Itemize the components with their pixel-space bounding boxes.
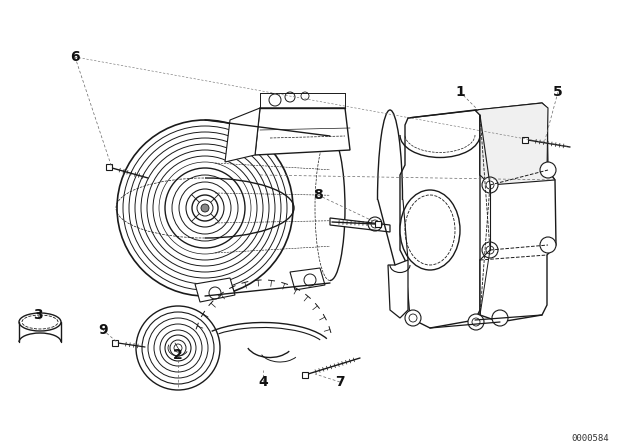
Polygon shape [255,108,350,155]
Text: 7: 7 [335,375,345,389]
Polygon shape [195,278,235,302]
Polygon shape [290,268,325,290]
Text: 9: 9 [98,323,108,337]
Text: 2: 2 [173,348,183,362]
Text: 5: 5 [553,85,563,99]
Polygon shape [225,108,260,162]
Circle shape [540,162,556,178]
Circle shape [482,177,498,193]
Circle shape [482,242,498,258]
Polygon shape [330,218,390,232]
Circle shape [540,237,556,253]
Circle shape [405,310,421,326]
Polygon shape [475,103,555,185]
Polygon shape [478,103,556,322]
Text: 0000584: 0000584 [571,434,609,443]
Ellipse shape [19,313,61,331]
Circle shape [201,204,209,212]
Polygon shape [400,110,490,328]
Polygon shape [388,260,408,318]
Text: 3: 3 [33,308,43,322]
Text: 8: 8 [313,188,323,202]
Text: 6: 6 [70,50,80,64]
Circle shape [468,314,484,330]
Circle shape [492,310,508,326]
Ellipse shape [400,190,460,270]
Text: 4: 4 [258,375,268,389]
Text: 1: 1 [455,85,465,99]
